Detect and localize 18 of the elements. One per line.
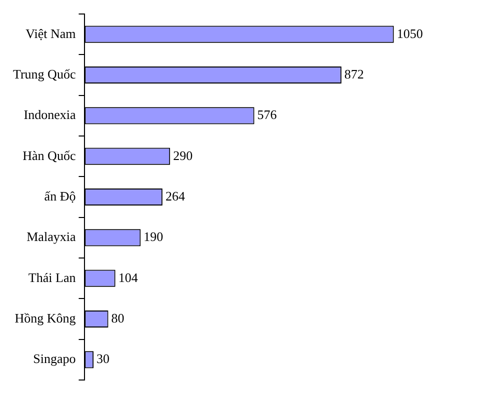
data-label: 80 (111, 310, 124, 326)
y-tick-label: Trung Quốc (12, 66, 76, 82)
data-label: 104 (118, 270, 138, 285)
y-tick-label: ấn Độ (44, 188, 76, 204)
data-label: 290 (173, 148, 193, 163)
data-label: 576 (257, 107, 278, 122)
data-label: 30 (96, 351, 110, 366)
y-tick-label: Hàn Quốc (22, 148, 76, 163)
y-tick-label: Hồng Kông (14, 310, 76, 326)
data-label: 190 (144, 229, 164, 244)
y-tick-label: Thái Lan (28, 270, 76, 285)
y-tick-label: Indonexia (24, 107, 76, 122)
y-tick-label: Malayxia (26, 229, 76, 244)
data-label: 1050 (396, 26, 423, 41)
y-tick-label: Singapo (33, 351, 76, 366)
data-label: 264 (165, 188, 186, 204)
y-tick-label: Việt Nam (26, 26, 76, 41)
data-label: 872 (344, 66, 364, 82)
